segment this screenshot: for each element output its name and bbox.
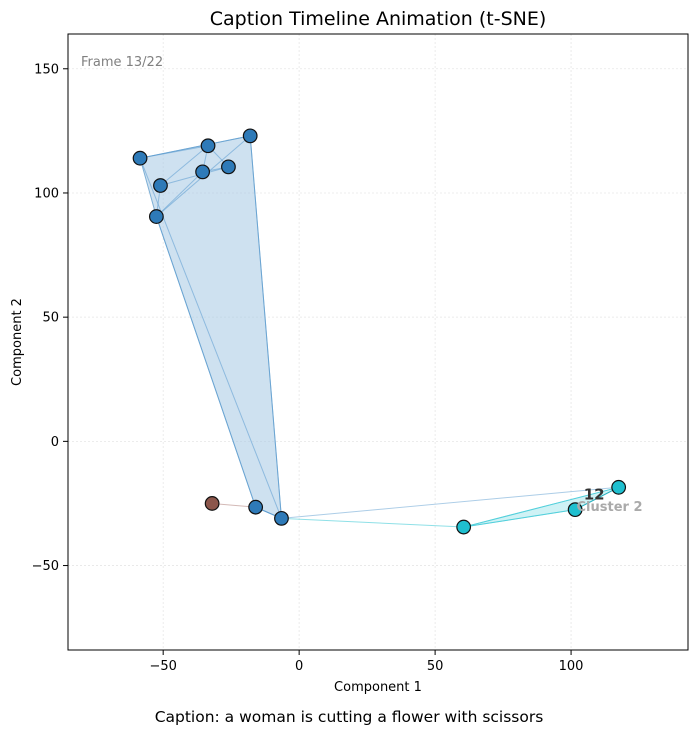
data-point — [148, 209, 164, 224]
timeline-edge — [281, 517, 464, 528]
data-point — [204, 496, 220, 511]
data-point — [611, 479, 627, 495]
frame-label: Frame 13/22 — [81, 55, 163, 70]
y-tick-label: 50 — [42, 311, 59, 326]
caption-text: Caption: a woman is cutting a flower wit… — [155, 708, 544, 726]
point-number-label: 12 — [584, 486, 605, 504]
y-tick-label: −50 — [32, 559, 59, 574]
x-axis-label: Component 1 — [334, 680, 422, 695]
timeline-edge — [281, 486, 619, 519]
timeline-edge — [160, 145, 209, 186]
y-axis-label: Component 2 — [10, 298, 25, 386]
chart-title: Caption Timeline Animation (t-SNE) — [210, 8, 547, 30]
timeline-edge — [139, 145, 209, 159]
grid-lines — [68, 34, 688, 650]
x-tick-label: 0 — [295, 659, 303, 674]
data-point — [200, 138, 216, 154]
data-point — [242, 128, 258, 144]
y-tick-label: 150 — [34, 62, 59, 77]
data-point — [274, 510, 289, 526]
timeline-edge — [463, 509, 576, 528]
data-point — [132, 150, 148, 166]
timeline-edge — [156, 171, 203, 217]
x-tick-label: 100 — [559, 659, 584, 674]
y-tick-label: 0 — [51, 435, 59, 450]
timeline-edge — [249, 135, 282, 519]
x-axis-ticks: −50 0 50 100 — [149, 650, 583, 674]
timeline-edge — [463, 486, 619, 528]
data-point — [221, 159, 236, 175]
x-tick-label: 50 — [427, 659, 444, 674]
timeline-edge — [139, 158, 282, 519]
data-point — [567, 502, 583, 518]
axes-frame — [67, 33, 689, 651]
cluster-label: Cluster 2 — [577, 500, 643, 515]
data-point — [195, 164, 211, 180]
data-point — [153, 178, 168, 193]
x-tick-label: −50 — [149, 659, 176, 674]
data-point — [248, 499, 264, 515]
timeline-edge — [155, 216, 257, 508]
y-tick-label: 100 — [34, 186, 59, 201]
timeline-edge — [160, 166, 229, 186]
y-axis-ticks: −50 0 50 100 150 — [32, 62, 68, 574]
data-point — [456, 519, 472, 535]
timeline-edge — [574, 486, 619, 511]
data-points — [132, 128, 627, 535]
